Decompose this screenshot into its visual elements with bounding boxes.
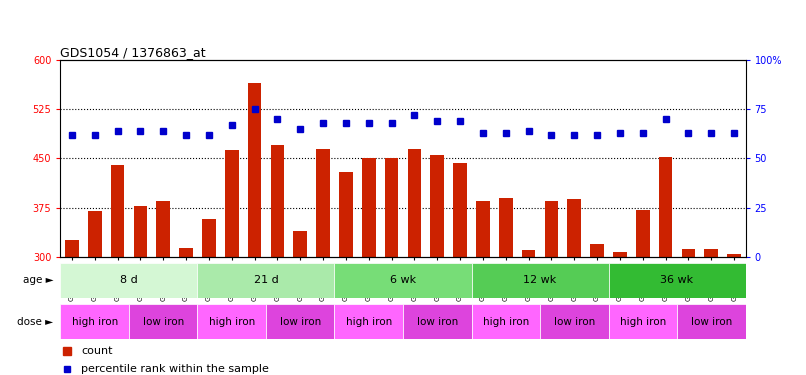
Bar [88, 211, 102, 257]
Text: high iron: high iron [209, 316, 255, 327]
Bar [613, 252, 627, 257]
Bar [197, 262, 334, 298]
Bar [609, 304, 677, 339]
Bar [430, 155, 444, 257]
Bar [403, 304, 472, 339]
Text: low iron: low iron [280, 316, 321, 327]
Text: 12 wk: 12 wk [523, 275, 557, 285]
Text: high iron: high iron [346, 316, 392, 327]
Bar [247, 83, 261, 257]
Bar [476, 201, 490, 257]
Bar [545, 201, 559, 257]
Bar [677, 304, 746, 339]
Text: 36 wk: 36 wk [660, 275, 694, 285]
Bar [384, 158, 398, 257]
Text: low iron: low iron [143, 316, 184, 327]
Bar [293, 231, 307, 257]
Bar [197, 304, 266, 339]
Bar [590, 244, 604, 257]
Bar [609, 262, 746, 298]
Text: age ►: age ► [23, 275, 53, 285]
Bar [60, 304, 129, 339]
Bar [129, 304, 197, 339]
Bar [704, 249, 718, 257]
Bar [334, 262, 472, 298]
Text: high iron: high iron [620, 316, 666, 327]
Bar [339, 171, 353, 257]
Bar [636, 210, 650, 257]
Bar [110, 165, 124, 257]
Text: high iron: high iron [483, 316, 529, 327]
Bar [659, 157, 672, 257]
Bar [202, 219, 216, 257]
Bar [156, 201, 170, 257]
Bar [225, 150, 239, 257]
Text: GDS1054 / 1376863_at: GDS1054 / 1376863_at [60, 46, 206, 59]
Bar [362, 158, 376, 257]
Text: high iron: high iron [72, 316, 118, 327]
Text: low iron: low iron [691, 316, 732, 327]
Bar [271, 145, 285, 257]
Text: low iron: low iron [417, 316, 458, 327]
Bar [521, 251, 535, 257]
Bar [453, 163, 467, 257]
Bar [266, 304, 334, 339]
Bar [499, 198, 513, 257]
Bar [408, 148, 422, 257]
Text: 8 d: 8 d [120, 275, 138, 285]
Bar [472, 304, 540, 339]
Text: 6 wk: 6 wk [390, 275, 416, 285]
Bar [334, 304, 403, 339]
Bar [567, 199, 581, 257]
Bar [316, 148, 330, 257]
Bar [65, 240, 79, 257]
Text: 21 d: 21 d [254, 275, 278, 285]
Bar [727, 254, 741, 257]
Bar [134, 206, 147, 257]
Text: dose ►: dose ► [17, 316, 53, 327]
Bar [540, 304, 609, 339]
Bar [472, 262, 609, 298]
Bar [179, 248, 193, 257]
Text: low iron: low iron [554, 316, 595, 327]
Text: percentile rank within the sample: percentile rank within the sample [81, 364, 269, 374]
Text: count: count [81, 346, 113, 356]
Bar [60, 262, 197, 298]
Bar [682, 249, 696, 257]
